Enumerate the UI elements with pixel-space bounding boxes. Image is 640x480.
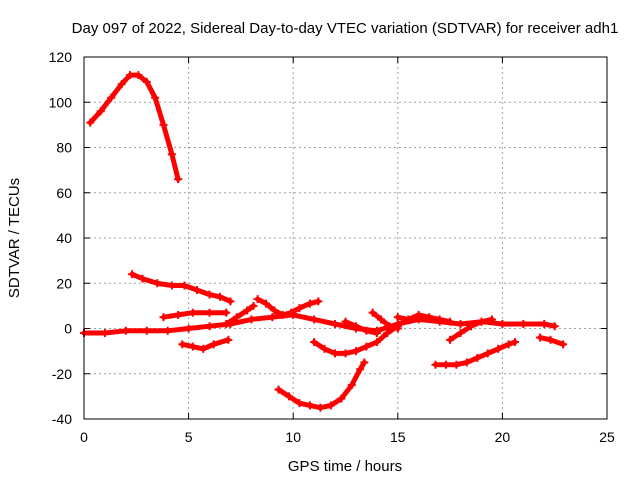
y-tick-label: -40	[52, 411, 72, 427]
series-arc-right-end	[536, 333, 568, 349]
series-arc-trough	[274, 358, 369, 412]
series-arc-short-b	[341, 317, 381, 338]
x-tick-label: 15	[390, 429, 406, 445]
x-tick-label: 0	[80, 429, 88, 445]
x-axis-label: GPS time / hours	[288, 458, 402, 475]
y-tick-label: 0	[64, 321, 72, 337]
series-arc-peak	[86, 71, 183, 184]
y-tick-label: 60	[56, 185, 72, 201]
x-tick-label: 20	[495, 429, 511, 445]
y-tick-labels: -40 -20 0 20 40 60 80 100 120	[49, 49, 73, 427]
x-tick-label: 25	[599, 429, 615, 445]
series-line	[81, 312, 558, 336]
series-line	[87, 72, 181, 182]
y-tick-label: -20	[52, 366, 72, 382]
series-arc-short-c	[368, 308, 402, 333]
series-arc-right-mid	[393, 310, 455, 326]
series-line	[223, 303, 256, 327]
series-arc-baseline	[80, 310, 559, 338]
series-line	[433, 339, 518, 368]
chart-title: Day 097 of 2022, Sidereal Day-to-day VTE…	[72, 20, 619, 37]
y-tick-label: 40	[56, 230, 72, 246]
series-arc-right-rise	[446, 315, 496, 344]
series-line	[537, 335, 566, 347]
series-arc-upper-left	[128, 270, 235, 306]
series-line	[370, 310, 401, 331]
y-tick-label: 120	[49, 49, 73, 65]
series-line	[276, 359, 367, 411]
y-axis-label: SDTVAR / TECUs	[6, 178, 23, 298]
series-arc-mid-dip	[310, 322, 402, 358]
series-arc-hump	[253, 295, 323, 319]
series-arc-short-a	[222, 301, 258, 328]
data-series	[80, 71, 568, 412]
plot-frame	[83, 56, 608, 420]
y-tick-label: 80	[56, 140, 72, 156]
x-tick-label: 5	[185, 429, 193, 445]
series-arc-left-low	[178, 335, 233, 353]
y-tick-label: 100	[49, 94, 73, 110]
y-tick-label: 20	[56, 275, 72, 291]
series-arc-left-mid	[159, 308, 231, 322]
x-tick-labels: 0 5 10 15 20 25	[80, 429, 615, 445]
series-arc-right-low	[431, 338, 519, 369]
series-line	[129, 271, 233, 304]
x-tick-label: 10	[285, 429, 301, 445]
grid-lines	[84, 57, 607, 419]
series-line	[343, 319, 380, 336]
